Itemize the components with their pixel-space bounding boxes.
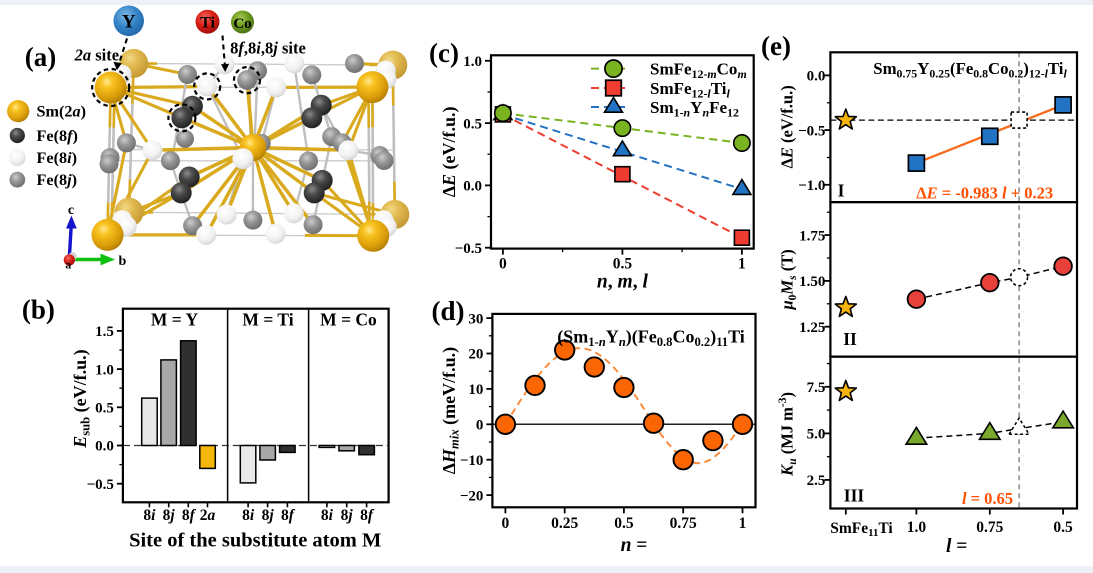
svg-text:ΔHmix (meV/f.u.): ΔHmix (meV/f.u.) — [439, 347, 462, 474]
svg-text:0.25: 0.25 — [551, 515, 578, 532]
svg-text:a: a — [65, 258, 71, 272]
svg-text:b: b — [119, 254, 127, 269]
svg-text:SmFe12-mCom: SmFe12-mCom — [650, 60, 747, 81]
svg-text:Sm0.75Y0.25(Fe0.8Co0.2)12-lTil: Sm0.75Y0.25(Fe0.8Co0.2)12-lTil — [873, 59, 1067, 80]
svg-text:l = 0.65: l = 0.65 — [962, 489, 1013, 508]
svg-text:Fe(8i): Fe(8i) — [37, 149, 77, 167]
svg-text:1: 1 — [738, 256, 746, 273]
svg-text:7.5: 7.5 — [807, 380, 826, 396]
svg-text:−0.5: −0.5 — [798, 123, 825, 139]
svg-text:0.0: 0.0 — [807, 69, 826, 85]
svg-text:I: I — [838, 181, 845, 201]
svg-text:0.5: 0.5 — [613, 256, 633, 273]
svg-text:0.0: 0.0 — [95, 439, 114, 455]
svg-text:SmFe12-lTil: SmFe12-lTil — [650, 79, 730, 100]
svg-text:l =: l = — [946, 536, 967, 557]
svg-text:1.0: 1.0 — [907, 519, 927, 536]
svg-text:0.5: 0.5 — [614, 515, 634, 532]
svg-text:8f: 8f — [360, 507, 375, 524]
svg-text:M = Ti: M = Ti — [242, 310, 293, 330]
svg-text:0.75: 0.75 — [670, 515, 697, 532]
svg-text:Ku (MJ m-3): Ku (MJ m-3) — [777, 392, 799, 477]
svg-text:III: III — [844, 486, 865, 506]
svg-text:−0.5: −0.5 — [87, 477, 114, 493]
svg-text:8j: 8j — [262, 507, 275, 524]
svg-text:1.0: 1.0 — [463, 54, 482, 70]
svg-text:8i: 8i — [321, 507, 334, 524]
svg-text:Co: Co — [233, 16, 251, 32]
svg-text:0.0: 0.0 — [463, 179, 482, 195]
svg-text:Fe(8f): Fe(8f) — [37, 127, 78, 145]
svg-text:0: 0 — [502, 515, 510, 532]
svg-text:2.5: 2.5 — [807, 473, 826, 489]
svg-text:0: 0 — [476, 418, 484, 434]
svg-text:−0.5: −0.5 — [455, 241, 482, 257]
svg-text:−1.0: −1.0 — [798, 178, 825, 194]
svg-text:20: 20 — [468, 347, 483, 363]
svg-text:Esub (eV/f.u.): Esub (eV/f.u.) — [70, 349, 93, 448]
svg-text:8j: 8j — [341, 507, 354, 524]
svg-text:8f: 8f — [281, 507, 296, 524]
svg-text:ΔE (eV/f.u.): ΔE (eV/f.u.) — [439, 106, 460, 197]
svg-text:II: II — [843, 329, 857, 349]
svg-text:8f: 8f — [182, 507, 197, 524]
svg-text:−20: −20 — [460, 488, 484, 504]
svg-text:0: 0 — [499, 256, 507, 273]
svg-text:30: 30 — [468, 311, 483, 327]
svg-text:n =: n = — [621, 535, 648, 556]
svg-text:1.75: 1.75 — [799, 228, 825, 244]
svg-text:(e): (e) — [761, 31, 791, 61]
svg-text:Y: Y — [122, 12, 136, 33]
svg-text:2a: 2a — [200, 507, 216, 524]
svg-text:c: c — [68, 203, 74, 218]
svg-text:(b): (b) — [22, 295, 55, 325]
svg-text:8f,8i,8j site: 8f,8i,8j site — [230, 39, 306, 58]
svg-text:2a site: 2a site — [74, 46, 119, 65]
svg-text:0.5: 0.5 — [1053, 519, 1073, 536]
svg-text:Site of the substitute atom M: Site of the substitute atom M — [129, 530, 381, 552]
svg-text:1.25: 1.25 — [799, 320, 825, 336]
svg-text:0.75: 0.75 — [976, 519, 1003, 536]
svg-text:n, m, l: n, m, l — [597, 272, 649, 293]
svg-text:0.5: 0.5 — [95, 401, 114, 417]
svg-text:8i: 8i — [143, 507, 156, 524]
svg-text:(c): (c) — [429, 38, 459, 68]
svg-text:SmFe11Ti: SmFe11Ti — [830, 520, 893, 539]
svg-text:(Sm1-nYn)(Fe0.8Co0.2)11Ti: (Sm1-nYn)(Fe0.8Co0.2)11Ti — [557, 327, 745, 350]
svg-text:10: 10 — [468, 382, 483, 398]
svg-text:Sm(2a): Sm(2a) — [37, 103, 86, 121]
svg-text:Sm1-nYnFe12: Sm1-nYnFe12 — [650, 98, 739, 119]
svg-text:ΔE = -0.983 l + 0.23: ΔE = -0.983 l + 0.23 — [916, 184, 1053, 203]
svg-text:(a): (a) — [25, 42, 56, 72]
svg-text:8i: 8i — [242, 507, 255, 524]
svg-text:Fe(8j): Fe(8j) — [37, 171, 77, 189]
svg-text:1: 1 — [739, 515, 747, 532]
svg-text:Ti: Ti — [200, 15, 215, 32]
svg-text:1.0: 1.0 — [95, 362, 114, 378]
svg-text:(d): (d) — [432, 296, 465, 326]
svg-text:−10: −10 — [460, 453, 484, 469]
svg-text:1.50: 1.50 — [799, 274, 825, 290]
svg-text:8j: 8j — [163, 507, 176, 524]
svg-text:5.0: 5.0 — [807, 427, 826, 443]
svg-text:μ0Ms (T): μ0Ms (T) — [778, 249, 799, 310]
svg-text:M = Co: M = Co — [320, 310, 377, 330]
svg-text:ΔE (eV/f.u.): ΔE (eV/f.u.) — [778, 85, 797, 168]
svg-text:M = Y: M = Y — [151, 310, 199, 330]
svg-text:1.5: 1.5 — [95, 324, 114, 340]
svg-text:0.5: 0.5 — [463, 116, 482, 132]
